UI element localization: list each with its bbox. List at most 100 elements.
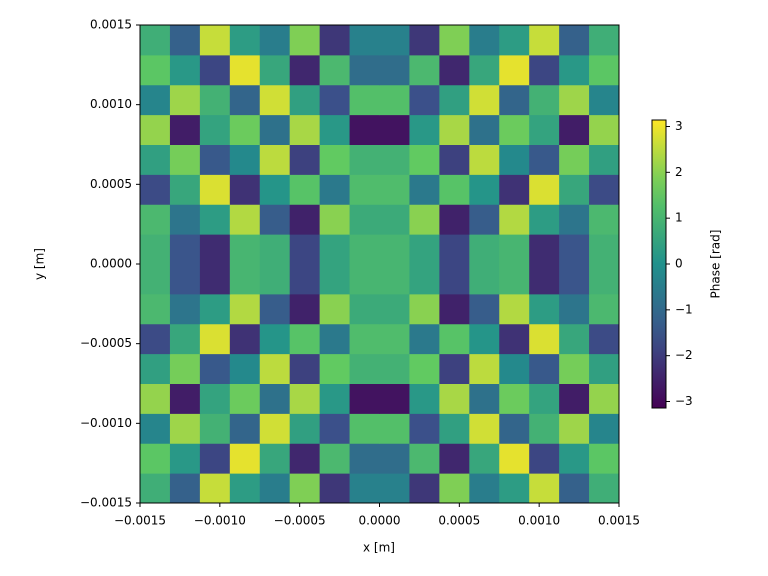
heatmap-cell: [409, 383, 440, 414]
heatmap-cell: [499, 383, 530, 414]
heatmap-cell: [529, 323, 560, 355]
heatmap-cell: [169, 204, 201, 235]
x-tick-label: −0.0005: [274, 514, 326, 528]
heatmap-cell: [589, 473, 620, 504]
heatmap-cell: [259, 383, 291, 414]
heatmap-cell: [349, 353, 380, 384]
heatmap-cell: [439, 54, 470, 86]
heatmap-cell: [169, 413, 201, 444]
heatmap-cell: [140, 174, 171, 205]
heatmap-cell: [589, 84, 620, 116]
heatmap-cell: [289, 114, 321, 145]
heatmap-cell: [499, 204, 530, 235]
heatmap-cell: [499, 323, 530, 355]
heatmap-cell: [199, 293, 231, 325]
x-tick-label: 0.0005: [438, 514, 480, 528]
heatmap-cell: [439, 174, 470, 205]
heatmap-cell: [229, 383, 261, 414]
heatmap-cell: [469, 174, 500, 205]
heatmap-cell: [529, 234, 560, 265]
heatmap-cell: [559, 25, 590, 56]
heatmap-cell: [349, 293, 380, 325]
heatmap-cell: [469, 54, 500, 86]
heatmap-cell: [409, 353, 440, 384]
heatmap-cell: [349, 383, 380, 414]
heatmap-cell: [319, 54, 351, 86]
heatmap-cell: [259, 323, 291, 355]
heatmap-cell: [379, 54, 410, 86]
heatmap-cell: [259, 25, 291, 56]
heatmap-cell: [589, 54, 620, 86]
colorbar-tick-label: 0: [675, 257, 683, 271]
heatmap-cell: [289, 54, 321, 86]
heatmap-cell: [529, 144, 560, 175]
heatmap-cell: [169, 443, 201, 474]
heatmap-cell: [229, 353, 261, 384]
heatmap-cell: [349, 264, 380, 295]
heatmap-cell: [199, 443, 231, 474]
heatmap-cell: [259, 293, 291, 325]
heatmap-cell: [169, 25, 201, 56]
heatmap-cell: [259, 204, 291, 235]
heatmap-cell: [199, 234, 231, 265]
heatmap-cell: [559, 443, 590, 474]
heatmap-cell: [199, 383, 231, 414]
heatmap-cell: [559, 204, 590, 235]
heatmap-cell: [289, 413, 321, 444]
heatmap-cell: [229, 204, 261, 235]
heatmap-cell: [140, 54, 171, 86]
heatmap-cell: [499, 84, 530, 116]
heatmap-cell: [379, 323, 410, 355]
heatmap-cell: [589, 293, 620, 325]
colorbar-tick-label: −2: [675, 348, 693, 362]
heatmap-cell: [169, 234, 201, 265]
heatmap-cell: [439, 443, 470, 474]
heatmap-cell: [409, 473, 440, 504]
heatmap-cell: [469, 293, 500, 325]
x-tick-label: −0.0015: [114, 514, 166, 528]
heatmap-cell: [199, 114, 231, 145]
heatmap-cell: [379, 264, 410, 295]
heatmap-cell: [499, 174, 530, 205]
heatmap-cell: [589, 264, 620, 295]
x-tick-label: 0.0015: [598, 514, 640, 528]
heatmap-cell: [469, 473, 500, 504]
heatmap-cell: [559, 114, 590, 145]
heatmap-cell: [499, 144, 530, 175]
heatmap-cell: [229, 293, 261, 325]
colorbar-tick-label: 3: [675, 119, 683, 133]
heatmap-cell: [229, 54, 261, 86]
y-tick-label: 0.0005: [90, 177, 132, 191]
colorbar-tick-label: 2: [675, 165, 683, 179]
heatmap-cell: [529, 114, 560, 145]
heatmap-cell: [140, 234, 171, 265]
heatmap-cell: [379, 174, 410, 205]
heatmap-cell: [169, 323, 201, 355]
heatmap-cell: [169, 293, 201, 325]
heatmap-cell: [140, 443, 171, 474]
colorbar-tick-label: −1: [675, 302, 693, 316]
heatmap-cell: [499, 473, 530, 504]
colorbar: [651, 119, 667, 409]
heatmap-cell: [559, 323, 590, 355]
heatmap-cell: [289, 204, 321, 235]
heatmap-cell: [499, 443, 530, 474]
heatmap-cell: [259, 473, 291, 504]
heatmap-cell: [469, 234, 500, 265]
x-axis-label: x [m]: [363, 541, 395, 555]
heatmap-cell: [559, 54, 590, 86]
heatmap-cell: [559, 234, 590, 265]
heatmap-cell: [289, 443, 321, 474]
heatmap-cell: [319, 383, 351, 414]
heatmap-cell: [319, 25, 351, 56]
y-tick-label: 0.0010: [90, 97, 132, 111]
heatmap-cell: [319, 84, 351, 116]
heatmap-cell: [140, 84, 171, 116]
heatmap-cell: [379, 383, 410, 414]
heatmap-cell: [349, 25, 380, 56]
heatmap-cell: [289, 293, 321, 325]
heatmap-cell: [469, 144, 500, 175]
heatmap-cell: [409, 264, 440, 295]
heatmap-cell: [169, 84, 201, 116]
